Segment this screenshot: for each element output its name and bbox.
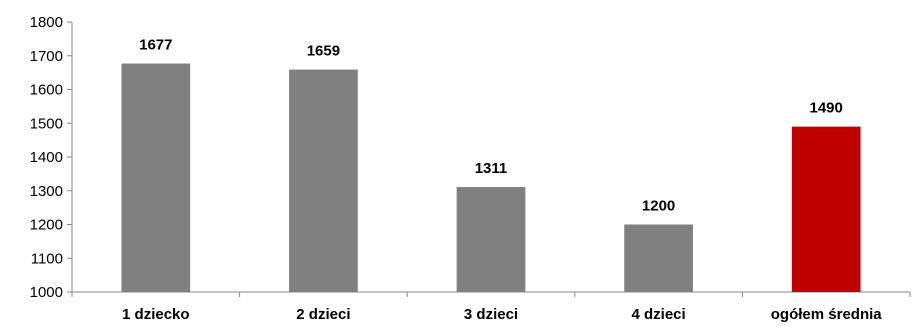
category-label: 4 dzieci: [631, 306, 685, 323]
category-label: 3 dzieci: [464, 306, 518, 323]
category-label: 2 dzieci: [296, 306, 350, 323]
y-tick-label: 1200: [30, 217, 63, 234]
bar: [456, 187, 526, 292]
y-tick-label: 1000: [30, 284, 63, 301]
category-label: 1 dziecko: [122, 306, 190, 323]
y-tick-label: 1100: [31, 250, 63, 267]
bar: [289, 69, 358, 293]
y-tick-label: 1700: [30, 48, 63, 65]
y-tick-label: 1800: [30, 14, 63, 31]
bar: [121, 63, 191, 293]
category-labels: 1 dziecko 2 dzieci 3 dzieci 4 dzieci ogółem …: [122, 306, 882, 323]
y-tick-label: 1500: [30, 115, 63, 132]
y-axis: 1000 1100 1200 1300 1400 1500 1600 1700 1800: [30, 14, 73, 301]
bar-value-label: 1659: [307, 43, 340, 60]
bar-value-label: 1200: [642, 198, 675, 215]
x-axis: [71, 291, 911, 297]
bars: [121, 63, 861, 293]
y-tick-label: 1400: [30, 149, 63, 166]
bar: [624, 224, 693, 292]
bar-value-label: 1677: [139, 37, 172, 54]
data-labels: 1677 1659 1311 1200 1490: [139, 37, 843, 215]
bar: [791, 126, 861, 292]
y-tick-label: 1600: [30, 82, 63, 99]
bar-value-label: 1311: [475, 160, 508, 177]
category-label: ogółem średnia: [771, 306, 883, 323]
y-tick-label: 1300: [30, 183, 63, 200]
bar-value-label: 1490: [810, 100, 843, 117]
